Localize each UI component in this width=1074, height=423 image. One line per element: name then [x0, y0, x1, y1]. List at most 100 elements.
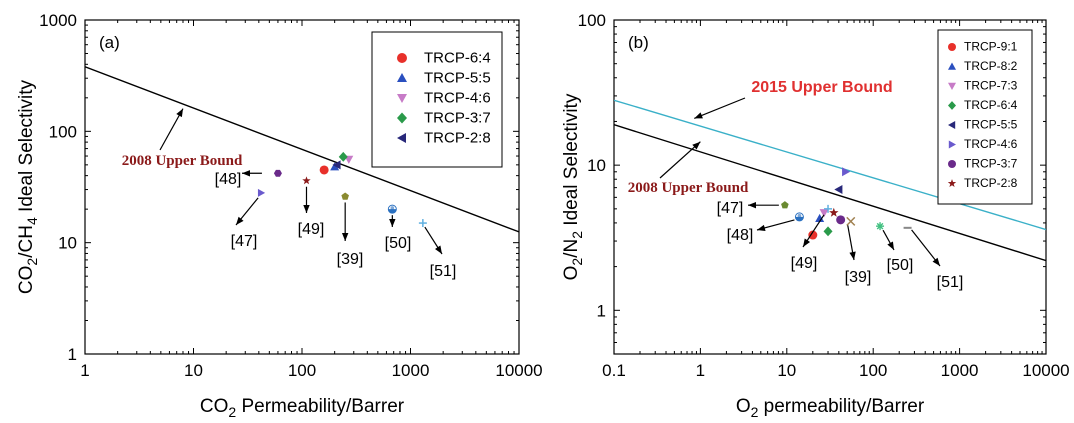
data-point-trcp-6-4: [823, 226, 833, 237]
ref-label-49: [49]: [298, 221, 325, 238]
legend-marker-trcp-5-5: [397, 73, 407, 82]
x-tick-label: 10: [184, 361, 203, 380]
ref-label-39: [39]: [337, 251, 364, 268]
data-point-trcp-2-8: [829, 207, 839, 217]
x-tick-label: 10: [777, 361, 796, 380]
legend-marker-trcp-4-6: [397, 94, 407, 103]
x-tick-label: 100: [288, 361, 316, 380]
ref-label-47: [47]: [231, 233, 258, 250]
ref-label-47: [47]: [717, 200, 744, 217]
ref-point-39: [341, 192, 349, 200]
x-tick-label: 1000: [941, 361, 979, 380]
x-tick-label: 10000: [495, 361, 542, 380]
data-point-trcp-9-1: [808, 230, 818, 240]
y-tick-label: 1000: [39, 11, 77, 30]
ref-label-39: [39]: [845, 269, 872, 286]
ref-label-48: [48]: [727, 227, 754, 244]
data-point-trcp-3-7: [836, 215, 846, 225]
data-point-trcp-2-8: [332, 160, 341, 170]
ref-label-51: [51]: [937, 274, 964, 291]
legend-label-trcp-4-6: TRCP-4:6: [424, 90, 491, 107]
ref-arrow-48: [756, 219, 795, 232]
ref-arrow-51: [911, 229, 941, 267]
legend-label-trcp-5-5: TRCP-5:5: [424, 70, 491, 87]
x-tick-label: 10000: [1022, 361, 1069, 380]
x-tick-label: 1: [696, 361, 705, 380]
ref-arrow-51: [424, 226, 443, 255]
axis-ticks: [84, 19, 520, 355]
ref-label-50: [50]: [887, 257, 914, 274]
legend-marker-trcp-6-4: [397, 53, 407, 63]
panel-a: 1 10 100 1000 10000 1 10 100 1000 CO2 Permeabilit…: [16, 11, 543, 420]
y-tick-label: 1: [597, 301, 606, 320]
bound-line-2008-upper-bound: [85, 66, 519, 233]
legend-label-trcp-6-4: TRCP-6:4: [424, 50, 491, 67]
panel-label: (b): [628, 33, 649, 52]
legend-marker-trcp-3-7: [948, 160, 956, 168]
panel-b: 0.1 1 10 100 1000 10000 1 10 100 O2 permeability/…: [561, 11, 1070, 420]
legend-label-trcp-2-8: TRCP-2:8: [424, 130, 491, 147]
ref-point-51: [418, 219, 427, 228]
ref-point-50: [387, 204, 397, 214]
data-point-trcp-7-3: [819, 209, 829, 218]
legend-label-trcp-4-6: TRCP-4:6: [964, 137, 1018, 151]
panel-label: (a): [99, 33, 120, 52]
ref-point-48: [794, 212, 804, 222]
axis-ticks: [613, 19, 1047, 355]
ref-label-48: [48]: [215, 171, 242, 188]
bound-label-2008: 2008 Upper Bound: [628, 180, 749, 196]
x-axis-title: CO2 Permeability/Barrer: [200, 396, 405, 420]
legend-marker-trcp-3-7: [397, 112, 407, 124]
legend-marker-trcp-7-3: [948, 82, 956, 90]
legend-label-trcp-3-7: TRCP-3:7: [964, 157, 1018, 171]
legend-label-trcp-7-3: TRCP-7:3: [964, 79, 1018, 93]
legend-label-trcp-9-1: TRCP-9:1: [964, 40, 1018, 54]
x-tick-label: 100: [859, 361, 887, 380]
ref-point-39: [846, 216, 856, 226]
legend-label-trcp-8-2: TRCP-8:2: [964, 59, 1018, 73]
ref-arrow-50: [882, 229, 895, 251]
legend-marker-trcp-6-4: [948, 101, 956, 110]
legend-label-trcp-5-5: TRCP-5:5: [964, 118, 1018, 132]
x-tick-label: 0.1: [602, 361, 626, 380]
bound-arrow-2008: [659, 141, 701, 179]
ref-arrow-48: [242, 170, 262, 177]
ref-arrow-49: [303, 186, 310, 213]
y-tick-label: 10: [58, 234, 77, 253]
ref-point-49: [824, 204, 833, 213]
data-point-trcp-5-5: [834, 184, 843, 194]
legend-marker-trcp-2-8: [397, 133, 406, 143]
y-axis-title: O2/N2 Ideal Selectivity: [561, 93, 585, 280]
data-point-trcp-8-2: [815, 213, 825, 222]
bound-label-2008: 2008 Upper Bound: [122, 153, 243, 169]
legend-label-trcp-6-4: TRCP-6:4: [964, 98, 1018, 112]
y-tick-label: 1: [68, 345, 77, 364]
data-point-trcp-6-4: [319, 165, 329, 175]
ref-point-48: [273, 169, 282, 177]
plot-area: [614, 99, 1046, 262]
legend-marker-trcp-5-5: [948, 121, 956, 129]
legend-marker-trcp-8-2: [948, 62, 956, 70]
plot-area: [85, 66, 519, 233]
x-tick-label: 1000: [392, 361, 430, 380]
legend-box: [937, 29, 1033, 205]
legend-box: [371, 31, 503, 168]
bound-line-2015-upper-bound: [614, 99, 1046, 231]
plot-frame: [613, 19, 1047, 355]
legend: TRCP-6:4 TRCP-5:5 TRCP-4:6 TRCP-3:7 TRCP-2:8: [371, 31, 503, 168]
y-tick-label: 100: [578, 11, 606, 30]
ref-arrow-39: [341, 202, 349, 241]
ref-arrow-47: [748, 201, 779, 209]
ref-point-50: [876, 222, 885, 231]
ref-label-51: [51]: [430, 263, 457, 280]
ref-arrow-50: [389, 215, 396, 227]
ref-arrow-39: [847, 225, 856, 261]
x-axis-title: O2 permeability/Barrer: [736, 396, 925, 420]
ref-point-47: [781, 201, 789, 209]
legend: TRCP-9:1 TRCP-8:2 TRCP-7:3 TRCP-6:4 TRCP-5:5…: [937, 29, 1033, 205]
ref-arrow-47: [235, 197, 259, 226]
bound-line-2008-upper-bound: [614, 124, 1046, 262]
legend-marker-trcp-2-8: [947, 179, 957, 188]
ref-label-49: [49]: [791, 255, 818, 272]
